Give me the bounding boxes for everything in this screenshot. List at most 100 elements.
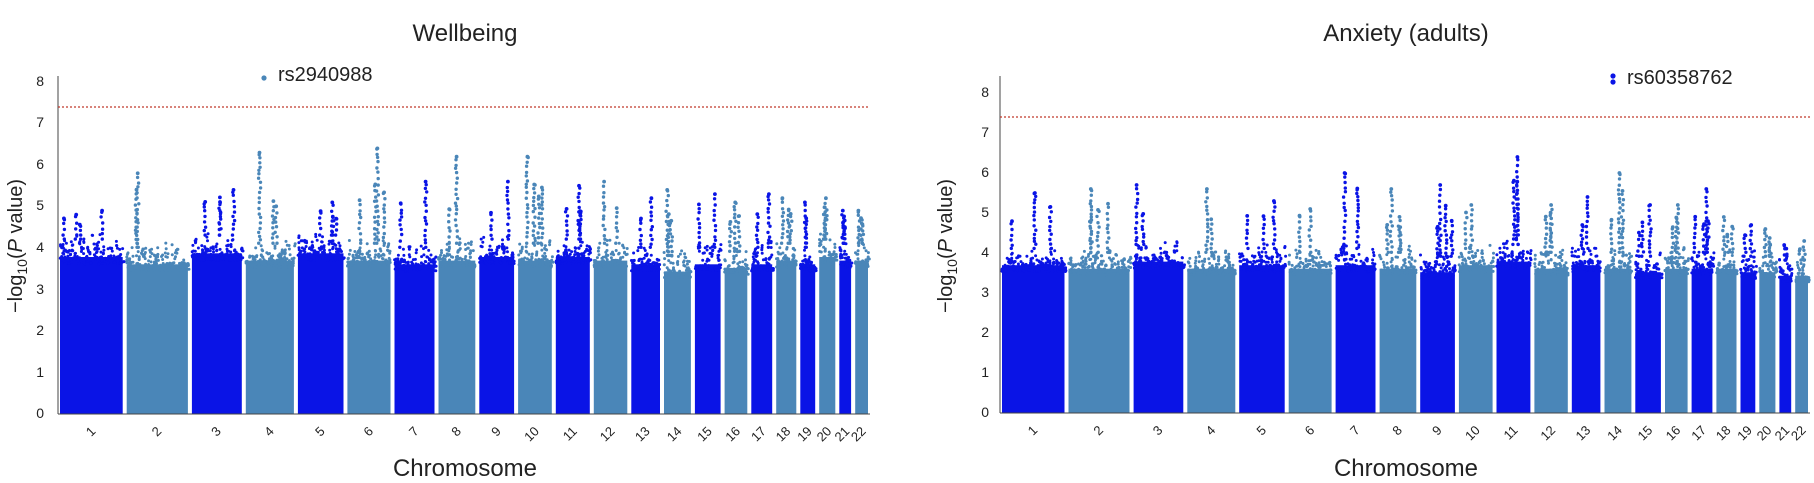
snp-point xyxy=(705,267,709,271)
snp-point xyxy=(1438,251,1443,255)
snp-point xyxy=(423,241,428,245)
snp-point xyxy=(231,227,235,231)
snp-point xyxy=(1413,269,1417,273)
snp-point xyxy=(110,246,114,250)
snp-point xyxy=(540,248,544,252)
snp-point xyxy=(254,246,258,250)
snp-point xyxy=(676,255,680,258)
snp-point xyxy=(578,209,582,214)
snp-point xyxy=(100,259,104,263)
snp-point xyxy=(1342,242,1346,246)
snp-point xyxy=(813,265,817,269)
snp-point xyxy=(415,265,419,269)
snp-point xyxy=(1355,191,1359,196)
snp-point xyxy=(788,241,792,245)
snp-point xyxy=(144,246,148,250)
snp-point xyxy=(520,245,524,249)
snp-point xyxy=(807,258,811,261)
chromosome-12-points xyxy=(592,179,629,414)
snp-point xyxy=(271,226,275,230)
snp-point xyxy=(1048,259,1052,263)
snp-point xyxy=(218,247,222,251)
snp-point xyxy=(203,225,208,229)
snp-point xyxy=(331,203,335,207)
snp-point xyxy=(241,256,245,260)
snp-point xyxy=(1031,263,1035,266)
snp-point xyxy=(531,221,535,225)
snp-point xyxy=(1139,246,1143,250)
snp-point xyxy=(595,256,599,260)
snp-point xyxy=(1413,259,1417,263)
snp-point xyxy=(453,218,458,222)
snp-point xyxy=(374,205,378,209)
snp-density-block xyxy=(776,260,797,414)
snp-point xyxy=(511,260,515,264)
snp-point xyxy=(330,209,334,213)
snp-point xyxy=(456,250,460,254)
snp-point xyxy=(314,232,318,236)
snp-point xyxy=(97,247,101,251)
snp-point xyxy=(569,259,572,263)
snp-point xyxy=(601,184,606,188)
snp-point xyxy=(531,233,535,238)
snp-point xyxy=(141,247,145,251)
snp-point xyxy=(844,266,847,270)
snp-point xyxy=(856,262,860,266)
snp-point xyxy=(667,259,671,263)
snp-point xyxy=(1010,243,1014,247)
snp-point xyxy=(1438,221,1442,226)
snp-point xyxy=(1265,263,1269,267)
snp-point xyxy=(823,222,827,227)
snp-point xyxy=(589,258,593,262)
snp-point xyxy=(537,216,541,220)
snp-point xyxy=(303,250,307,254)
snp-point xyxy=(723,259,727,263)
snp-point xyxy=(311,244,314,247)
snp-point xyxy=(469,249,473,253)
snp-point xyxy=(372,241,377,245)
snp-point xyxy=(612,253,616,257)
snp-point xyxy=(1048,224,1052,229)
snp-point xyxy=(602,241,607,245)
snp-point xyxy=(615,210,619,215)
snp-point xyxy=(1120,273,1124,277)
snp-point xyxy=(479,259,483,263)
snp-point xyxy=(1089,204,1094,209)
snp-point xyxy=(1122,257,1126,261)
chromosome-1-points xyxy=(58,208,126,414)
snp-point xyxy=(525,190,529,195)
snp-point xyxy=(614,215,619,219)
snp-point xyxy=(1385,238,1389,242)
snp-point xyxy=(531,262,535,266)
snp-point xyxy=(134,266,138,270)
snp-point xyxy=(1096,230,1100,235)
snp-point xyxy=(62,227,67,232)
snp-point xyxy=(506,212,511,216)
snp-point xyxy=(1341,195,1346,199)
snp-point xyxy=(768,224,772,228)
snp-point xyxy=(509,258,513,262)
snp-point xyxy=(732,231,737,235)
chromosome-7-points xyxy=(1334,171,1377,413)
snp-point xyxy=(1134,183,1139,187)
snp-point xyxy=(527,252,531,256)
snp-point xyxy=(488,244,492,248)
snp-point xyxy=(399,215,404,219)
chromosome-9-points xyxy=(1419,183,1457,413)
snp-point xyxy=(1032,232,1037,237)
snp-point xyxy=(631,259,635,262)
snp-point xyxy=(1249,260,1252,264)
snp-point xyxy=(743,268,746,272)
snp-point xyxy=(598,241,602,245)
snp-point xyxy=(822,233,826,237)
snp-point xyxy=(580,240,584,244)
snp-point xyxy=(1510,252,1514,255)
snp-point xyxy=(625,247,629,250)
snp-point xyxy=(707,264,711,268)
snp-point xyxy=(846,256,850,260)
snp-point xyxy=(1032,246,1036,251)
snp-point xyxy=(588,246,592,250)
snp-point xyxy=(1156,266,1160,270)
snp-point xyxy=(1438,183,1443,187)
snp-point xyxy=(1355,229,1359,234)
